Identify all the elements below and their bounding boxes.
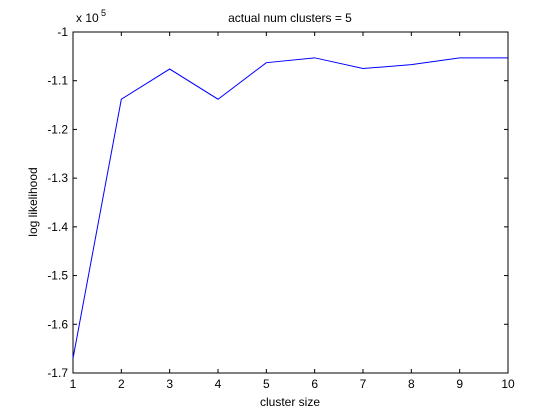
y-axis-label: log likelihood (26, 167, 40, 236)
y-tick-label: -1.4 (47, 220, 68, 234)
x-tick-label: 4 (215, 377, 222, 391)
x-tick-label: 10 (501, 377, 515, 391)
x-tick-label: 9 (456, 377, 463, 391)
x-axis-label: cluster size (260, 395, 320, 409)
y-tick-label: -1.6 (47, 317, 68, 331)
y-tick-label: -1.3 (47, 171, 68, 185)
y-exponent-power: 5 (101, 8, 106, 18)
y-tick-label: -1.5 (47, 269, 68, 283)
x-tick-label: 6 (311, 377, 318, 391)
y-tick-label: -1 (57, 25, 68, 39)
y-tick-label: -1.7 (47, 366, 68, 380)
x-tick-label: 8 (408, 377, 415, 391)
y-exponent-label: x 10 (76, 11, 99, 25)
x-tick-label: 3 (166, 377, 173, 391)
x-tick-label: 2 (118, 377, 125, 391)
series-layer (72, 57, 508, 359)
y-tick-label: -1.1 (47, 74, 68, 88)
plot-area (72, 31, 509, 374)
x-tick-label: 7 (360, 377, 367, 391)
chart-title: actual num clusters = 5 (228, 11, 352, 25)
y-tick-label: -1.2 (47, 122, 68, 136)
x-tick-label: 5 (263, 377, 270, 391)
x-tick-label: 1 (70, 377, 77, 391)
series-line-0 (72, 57, 508, 359)
ticks: 1 2 3 4 5 6 7 8 9 10 -1 -1.1 -1.2 -1.3 -1.4 -1.5 -1.6 -1.… (47, 25, 515, 391)
